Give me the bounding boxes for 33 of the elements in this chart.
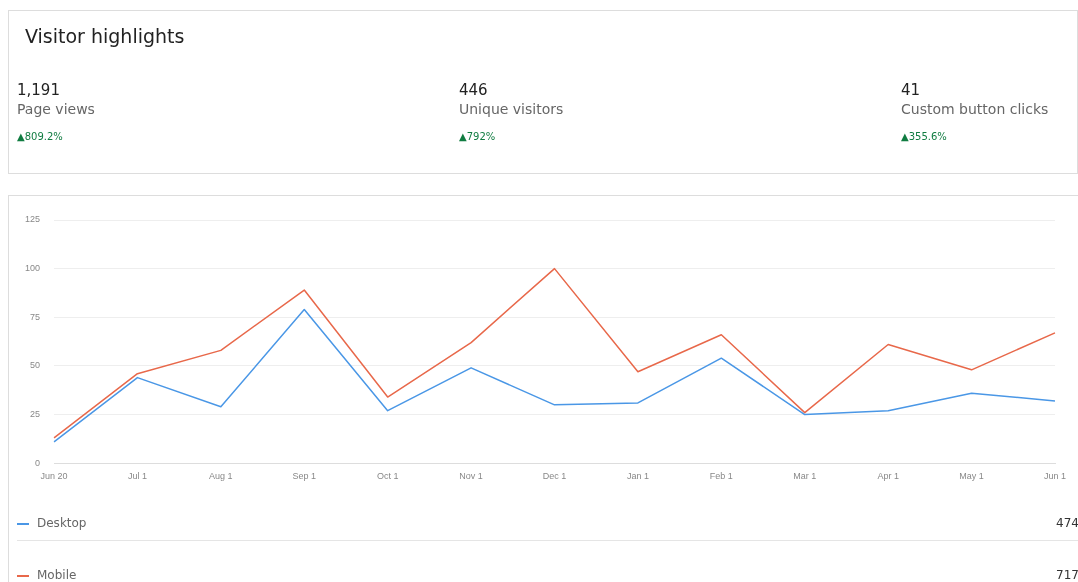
x-tick-label: Nov 1 — [459, 471, 483, 482]
x-tick-label: Dec 1 — [542, 471, 567, 482]
y-tick-label: 75 — [30, 311, 41, 322]
x-tick-label: May 1 — [959, 471, 984, 482]
x-tick-label: Mar 1 — [793, 471, 817, 482]
y-tick-label: 100 — [24, 263, 41, 274]
x-tick-label: Apr 1 — [877, 471, 899, 482]
text: Custom button clicks — [901, 101, 1049, 117]
x-tick-label: Feb 1 — [709, 471, 733, 482]
text: 474 — [1056, 516, 1078, 530]
x-tick-label: Oct 1 — [376, 471, 399, 482]
legend-label: Desktop — [37, 516, 87, 530]
x-tick-label: Jan 1 — [626, 471, 649, 482]
text: 446 — [459, 81, 489, 99]
y-tick-label: 25 — [30, 409, 41, 420]
y-tick-label: 50 — [30, 360, 41, 371]
text: ▲809.2% — [17, 131, 64, 142]
legend-label: Mobile — [37, 568, 77, 582]
text: ▲792% — [459, 131, 497, 142]
y-tick-label: 0 — [35, 457, 41, 468]
x-tick-label: Jun 1 — [1043, 471, 1067, 482]
text: Visitor highlights — [25, 25, 185, 47]
text: 717 — [1056, 568, 1078, 582]
text: 1,191 — [17, 81, 61, 99]
x-tick-label: Aug 1 — [209, 471, 233, 482]
text: Unique visitors — [459, 101, 564, 117]
text: ▲355.6% — [901, 131, 948, 142]
x-tick-label: Sep 1 — [292, 471, 317, 482]
x-tick-label: Jun 20 — [40, 471, 68, 482]
x-tick-label: Jul 1 — [127, 471, 147, 482]
text: Page views — [17, 101, 95, 117]
y-tick-label: 125 — [24, 214, 41, 225]
text: 41 — [901, 81, 922, 99]
